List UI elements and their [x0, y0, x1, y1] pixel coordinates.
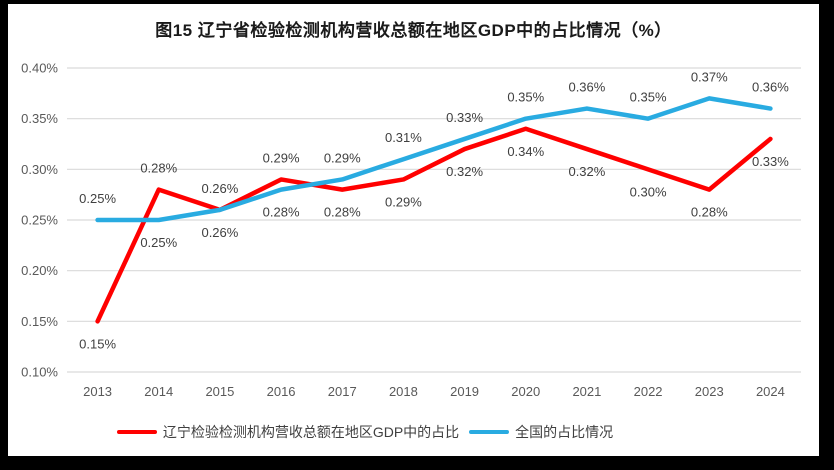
- chart-title: 图15 辽宁省检验检测机构营收总额在地区GDP中的占比情况（%）: [155, 21, 672, 40]
- data-label: 0.28%: [140, 161, 177, 176]
- x-axis-tick-label: 2015: [205, 384, 234, 399]
- data-label: 0.28%: [263, 205, 300, 220]
- data-label: 0.32%: [446, 164, 483, 179]
- series-line-0: [95, 126, 773, 324]
- chart-canvas: 图15 辽宁省检验检测机构营收总额在地区GDP中的占比情况（%） 0.40% 0.…: [8, 4, 819, 456]
- legend-label-national: 全国的占比情况: [515, 424, 614, 440]
- data-label: 0.33%: [446, 110, 483, 125]
- y-axis-tick-label: 0.10%: [21, 365, 58, 380]
- series-line-1: [95, 96, 773, 223]
- x-axis-tick-label: 2016: [267, 384, 296, 399]
- data-label: 0.29%: [324, 150, 361, 165]
- y-axis-tick-label: 0.20%: [21, 263, 58, 278]
- data-label: 0.26%: [201, 225, 238, 240]
- y-axis-tick-label: 0.30%: [21, 162, 58, 177]
- y-axis-tick-label: 0.25%: [21, 213, 58, 228]
- x-axis-tick-label: 2020: [511, 384, 540, 399]
- data-label: 0.29%: [385, 194, 422, 209]
- legend-swatch-liaoning-line: [116, 430, 157, 434]
- x-axis-tick-label: 2018: [389, 384, 418, 399]
- x-axis-tick-label: 2019: [450, 384, 479, 399]
- y-axis-tick-label: 0.40%: [21, 61, 58, 76]
- x-axis-tick-label: 2024: [756, 384, 785, 399]
- x-axis-tick-label: 2022: [634, 384, 663, 399]
- data-label: 0.31%: [385, 130, 422, 145]
- data-label: 0.28%: [691, 205, 728, 220]
- legend-label-liaoning: 辽宁检验检测机构营收总额在地区GDP中的占比: [162, 424, 460, 440]
- data-label: 0.25%: [79, 191, 116, 206]
- y-axis-tick-label: 0.35%: [21, 111, 58, 126]
- data-label: 0.33%: [752, 154, 789, 169]
- x-axis-tick-label: 2017: [328, 384, 357, 399]
- x-axis-tick-label: 2023: [695, 384, 724, 399]
- data-label: 0.30%: [630, 184, 667, 199]
- y-axis-tick-label: 0.15%: [21, 314, 58, 329]
- data-label: 0.37%: [691, 69, 728, 84]
- data-label: 0.36%: [568, 80, 605, 95]
- line-chart-plot: 0.40% 0.35% 0.30% 0.25% 0.20% 0.15% 0.10% 2013 2…: [21, 61, 801, 399]
- data-label: 0.25%: [140, 235, 177, 250]
- chart-legend: 辽宁检验检测机构营收总额在地区GDP中的占比 全国的占比情况: [8, 421, 732, 443]
- x-axis-tick-label: 2021: [572, 384, 601, 399]
- data-label: 0.29%: [263, 150, 300, 165]
- data-label: 0.35%: [507, 90, 544, 105]
- data-label: 0.15%: [79, 336, 116, 351]
- x-axis-tick-label: 2014: [144, 384, 173, 399]
- legend-swatch-national-line: [469, 430, 510, 434]
- data-label: 0.28%: [324, 205, 361, 220]
- data-label: 0.26%: [201, 181, 238, 196]
- data-label: 0.36%: [752, 80, 789, 95]
- data-label: 0.32%: [568, 164, 605, 179]
- data-label: 0.34%: [507, 144, 544, 159]
- x-axis-tick-label: 2013: [83, 384, 112, 399]
- data-label: 0.35%: [630, 90, 667, 105]
